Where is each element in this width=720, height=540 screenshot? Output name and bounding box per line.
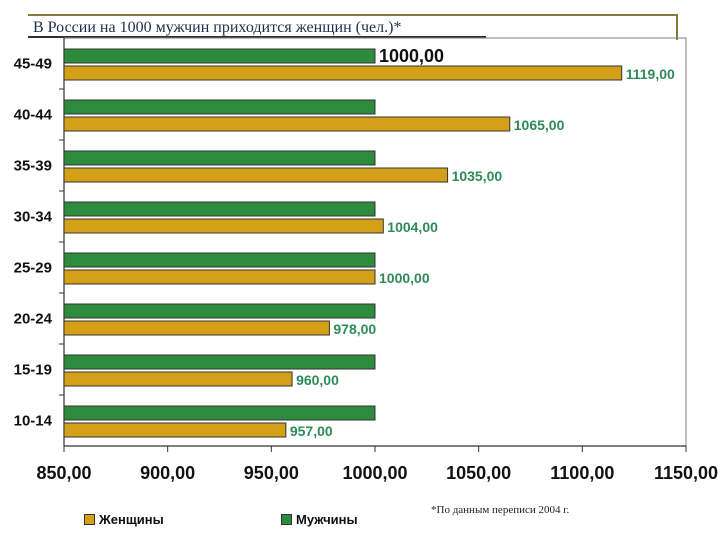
title-frame: [28, 14, 678, 40]
category-label: 30-34: [14, 209, 53, 226]
bar-men: [63, 303, 376, 319]
legend-label-women: Женщины: [99, 512, 164, 527]
bar-women: [63, 371, 293, 387]
bar-women: [63, 116, 511, 132]
bar-men: [63, 354, 376, 370]
data-label-women: 957,00: [290, 423, 333, 439]
data-label-men: 1000,00: [379, 46, 444, 66]
chart-title: В России на 1000 мужчин приходится женщи…: [33, 19, 402, 36]
legend-item-women: Женщины: [84, 512, 164, 527]
data-label-women: 1119,00: [626, 66, 675, 82]
data-label-women: 978,00: [333, 321, 376, 337]
x-tick-label: 1100,00: [550, 463, 614, 483]
bar-women: [63, 167, 449, 183]
category-label: 25-29: [14, 260, 52, 277]
legend-label-men: Мужчины: [296, 512, 358, 527]
title-underline: [28, 36, 486, 38]
x-tick-label: 1050,00: [446, 463, 511, 483]
footnote: *По данным переписи 2004 г.: [431, 504, 570, 516]
legend-swatch-men: [281, 514, 292, 525]
bar-women: [63, 65, 623, 81]
data-label-women: 1065,00: [514, 117, 565, 133]
bar-men: [63, 99, 376, 115]
category-label: 10-14: [14, 413, 53, 430]
category-label: 35-39: [14, 158, 52, 175]
category-label: 15-19: [14, 362, 52, 379]
bar-women: [63, 269, 376, 285]
category-label: 45-49: [14, 56, 52, 73]
data-label-women: 1000,00: [379, 270, 430, 286]
x-tick-label: 1000,00: [342, 463, 407, 483]
legend-swatch-women: [84, 514, 95, 525]
x-tick-label: 1150,00: [654, 463, 718, 483]
bar-women: [63, 422, 287, 438]
x-tick-label: 900,00: [140, 463, 195, 483]
bar-women: [63, 320, 330, 336]
bar-men: [63, 405, 376, 421]
category-label: 20-24: [14, 311, 53, 328]
bar-men: [63, 201, 376, 217]
data-label-women: 960,00: [296, 372, 339, 388]
legend-item-men: Мужчины: [281, 512, 358, 527]
bar-women: [63, 218, 384, 234]
bar-men: [63, 150, 376, 166]
data-label-women: 1035,00: [452, 168, 503, 184]
data-label-women: 1004,00: [387, 219, 438, 235]
bar-men: [63, 48, 376, 64]
bar-men: [63, 252, 376, 268]
x-tick-label: 850,00: [36, 463, 91, 483]
category-label: 40-44: [14, 107, 53, 124]
x-tick-label: 950,00: [244, 463, 299, 483]
